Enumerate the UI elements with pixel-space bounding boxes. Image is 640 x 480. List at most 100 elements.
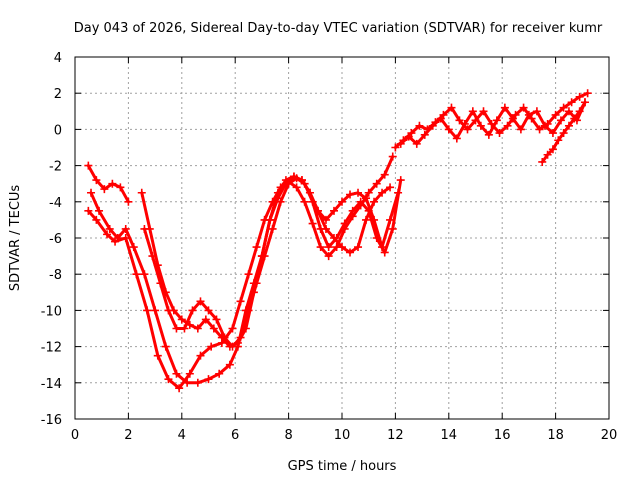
- data-point: [193, 324, 202, 333]
- y-tick-label: -10: [41, 304, 62, 319]
- data-point: [105, 224, 114, 233]
- data-point: [476, 121, 485, 130]
- data-point: [164, 306, 173, 315]
- data-point: [177, 315, 186, 324]
- data-point: [570, 114, 579, 123]
- data-point: [354, 243, 363, 252]
- series-track-5: [140, 174, 405, 351]
- data-point: [436, 114, 445, 123]
- data-point: [225, 360, 234, 369]
- series-line: [86, 155, 395, 390]
- data-point: [554, 136, 563, 145]
- data-point: [370, 197, 379, 206]
- series-track-8: [538, 98, 589, 166]
- data-point: [378, 188, 387, 197]
- data-point: [121, 234, 130, 242]
- data-point: [236, 297, 245, 306]
- series-line: [399, 100, 587, 146]
- data-point: [551, 110, 560, 119]
- data-point: [362, 194, 371, 203]
- data-point: [124, 197, 133, 206]
- data-point: [151, 306, 160, 315]
- data-point: [92, 215, 101, 224]
- series-track-1: [84, 161, 133, 206]
- data-point: [172, 369, 181, 378]
- data-point: [207, 342, 216, 351]
- data-point: [391, 143, 400, 152]
- data-point: [308, 219, 317, 228]
- data-point: [111, 237, 120, 246]
- data-point: [580, 98, 589, 107]
- data-point: [316, 224, 325, 233]
- data-point: [116, 183, 125, 192]
- data-point: [524, 110, 533, 119]
- data-point: [284, 179, 293, 188]
- data-point: [143, 306, 152, 315]
- data-point: [388, 152, 397, 161]
- data-point: [276, 197, 285, 206]
- data-point: [388, 224, 397, 233]
- data-point: [356, 197, 365, 206]
- y-axis-label: SDTVAR / TECUs: [8, 185, 23, 292]
- data-point: [172, 324, 181, 333]
- data-point: [132, 270, 141, 279]
- data-point: [95, 206, 104, 215]
- data-point: [404, 132, 413, 141]
- data-point: [575, 92, 584, 101]
- data-point: [564, 107, 573, 116]
- data-point: [201, 315, 210, 324]
- data-point: [140, 224, 149, 233]
- data-point: [129, 243, 138, 252]
- data-point: [329, 206, 338, 215]
- data-point: [137, 188, 146, 197]
- y-tick-label: 2: [54, 87, 62, 102]
- data-point: [575, 107, 584, 116]
- data-point: [209, 324, 218, 333]
- data-point: [108, 179, 117, 188]
- data-point: [332, 243, 341, 252]
- y-tick-label: -4: [49, 196, 62, 211]
- series-track-2: [87, 172, 395, 387]
- data-point: [516, 125, 525, 134]
- data-point: [540, 121, 549, 130]
- data-point: [252, 243, 261, 252]
- data-point: [559, 103, 568, 112]
- data-point: [346, 248, 355, 257]
- x-tick-label: 18: [547, 428, 564, 443]
- data-point: [583, 89, 592, 98]
- data-point: [196, 297, 205, 306]
- y-tick-label: 0: [54, 123, 62, 138]
- data-point: [260, 252, 269, 261]
- data-point: [300, 179, 309, 188]
- data-point: [148, 252, 157, 261]
- data-point: [321, 215, 330, 224]
- x-tick-label: 2: [124, 428, 132, 443]
- data-point: [362, 215, 371, 224]
- data-point: [348, 206, 357, 215]
- data-point: [180, 324, 189, 333]
- data-point: [121, 224, 130, 233]
- data-point: [455, 116, 464, 125]
- data-point: [153, 351, 162, 360]
- data-point: [87, 188, 96, 197]
- chart-title: Day 043 of 2026, Sidereal Day-to-day VTE…: [74, 21, 603, 36]
- data-point: [332, 234, 341, 242]
- x-axis-label: GPS time / hours: [288, 459, 397, 474]
- series-line: [86, 164, 130, 204]
- data-point: [84, 161, 93, 170]
- data-point: [236, 333, 245, 342]
- x-tick-label: 6: [231, 428, 239, 443]
- x-tick-label: 14: [441, 428, 458, 443]
- data-point: [543, 150, 552, 159]
- data-point: [484, 130, 493, 139]
- series-line: [89, 175, 392, 385]
- data-point: [372, 179, 381, 188]
- y-tick-label: -8: [49, 268, 62, 283]
- data-point: [175, 384, 184, 393]
- data-point: [215, 369, 224, 378]
- y-tick-label: 4: [54, 51, 62, 66]
- data-point: [308, 197, 317, 206]
- data-point: [556, 116, 565, 125]
- data-point: [508, 114, 517, 123]
